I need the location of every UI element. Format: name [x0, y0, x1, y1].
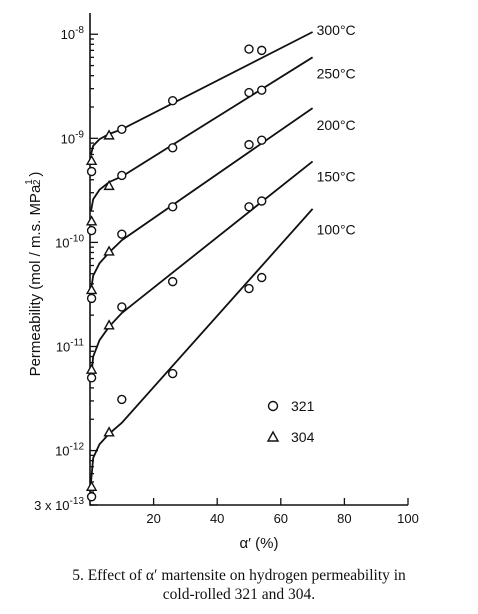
- point-321: [167, 202, 178, 212]
- fit-curve-0: [90, 31, 314, 155]
- point-321: [86, 166, 97, 177]
- point-321: [257, 196, 267, 206]
- data-points: [85, 44, 267, 502]
- permeability-chart: 20 40 60 80 100 10-8 10-9 10-10 10-11 10-12 3 x 10…: [24, 13, 419, 552]
- x-axis-title: α′ (%): [240, 535, 279, 552]
- x-tick-label: 20: [146, 511, 160, 526]
- series-label-1: 250°C: [317, 65, 356, 81]
- legend-label: 304: [291, 429, 315, 445]
- fit-curve-1: [90, 56, 314, 212]
- point-321: [117, 302, 127, 312]
- point-321: [167, 276, 178, 287]
- fit-curves: [90, 31, 314, 482]
- point-304: [103, 129, 115, 140]
- point-304: [85, 363, 98, 374]
- point-304: [103, 426, 115, 437]
- chart-legend: 321 304: [266, 398, 315, 445]
- x-tick-label: 100: [397, 511, 419, 526]
- y-tick-label: 3 x 10-13: [34, 496, 84, 513]
- point-321: [117, 170, 127, 181]
- point-321: [86, 492, 97, 502]
- point-321: [257, 85, 267, 95]
- fit-curve-2: [90, 107, 314, 291]
- point-304: [85, 215, 98, 226]
- point-321: [244, 202, 254, 212]
- point-304: [85, 154, 98, 165]
- point-304: [85, 283, 98, 295]
- point-321: [244, 44, 254, 54]
- point-321: [244, 283, 254, 294]
- y-tick-label: 10-8: [61, 25, 85, 42]
- legend-marker-circle: [267, 400, 279, 412]
- series-label-3: 150°C: [317, 168, 356, 184]
- legend-marker-triangle: [266, 430, 280, 442]
- x-tick-label: 40: [210, 511, 224, 526]
- series-labels: 300°C 250°C 200°C 150°C 100°C: [317, 22, 356, 238]
- point-304: [103, 179, 115, 191]
- series-label-2: 200°C: [317, 117, 356, 133]
- point-321: [117, 394, 127, 405]
- fit-curve-3: [90, 160, 314, 378]
- y-tick-label: 10-9: [61, 129, 85, 146]
- point-321: [257, 45, 267, 56]
- axis-titles: α′ (%) Permeability (mol / m.s. MPa12): [24, 172, 278, 552]
- series-label-4: 100°C: [317, 222, 356, 238]
- legend-label: 321: [291, 398, 315, 414]
- series-label-0: 300°C: [317, 22, 356, 38]
- point-321: [167, 143, 178, 153]
- caption-line-1: 5. Effect of α′ martensite on hydrogen p…: [72, 567, 406, 584]
- x-tick-label: 80: [337, 511, 351, 526]
- point-321: [167, 95, 178, 106]
- y-axis-title: Permeability (mol / m.s. MPa12): [24, 172, 44, 377]
- point-321: [257, 272, 267, 283]
- point-321: [167, 368, 178, 379]
- point-304: [103, 319, 115, 330]
- point-321: [86, 225, 97, 236]
- figure-caption: 5. Effect of α′ martensite on hydrogen p…: [0, 566, 478, 604]
- point-304: [85, 480, 98, 491]
- y-tick-label: 10-12: [55, 442, 84, 459]
- point-321: [244, 139, 254, 150]
- caption-line-2: cold-rolled 321 and 304.: [162, 586, 316, 603]
- point-304: [103, 245, 115, 256]
- point-321: [86, 293, 97, 304]
- x-tick-label: 60: [274, 511, 288, 526]
- chart-axes: 20 40 60 80 100 10-8 10-9 10-10 10-11 10-12 3 x 10…: [34, 13, 419, 526]
- fit-curve-4: [90, 208, 314, 482]
- point-321: [86, 373, 97, 383]
- point-321: [117, 229, 127, 239]
- y-tick-label: 10-11: [56, 337, 85, 354]
- axis-frame: [89, 13, 408, 506]
- point-321: [257, 135, 267, 145]
- point-321: [244, 87, 254, 98]
- y-tick-label: 10-10: [55, 233, 84, 250]
- point-321: [117, 124, 127, 135]
